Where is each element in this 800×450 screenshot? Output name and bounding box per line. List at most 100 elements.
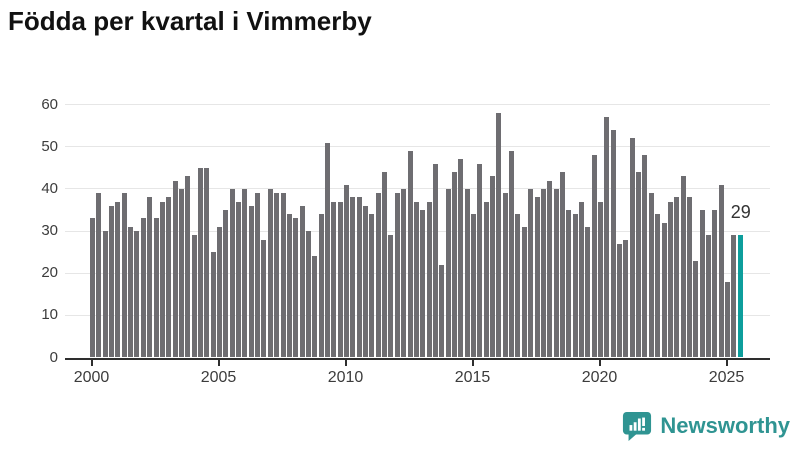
bar <box>553 188 559 358</box>
bar <box>578 201 584 358</box>
bar <box>286 214 292 358</box>
bar <box>705 235 711 358</box>
bar <box>96 193 102 358</box>
bar <box>483 201 489 358</box>
x-axis-tick <box>725 359 728 366</box>
bar <box>420 210 426 358</box>
highlight-value-annotation: 29 <box>730 202 751 223</box>
x-axis-tick-label: 2015 <box>454 368 491 386</box>
bar <box>375 193 381 358</box>
bar <box>471 214 476 358</box>
bar <box>610 129 616 358</box>
bar <box>439 264 445 358</box>
bar <box>496 113 502 358</box>
bar <box>166 197 172 358</box>
bar <box>699 210 705 358</box>
bar <box>121 193 127 358</box>
x-axis-tick-label: 2005 <box>200 368 237 386</box>
bar <box>718 184 724 358</box>
bar <box>134 231 140 358</box>
bar <box>369 214 375 358</box>
bar <box>725 281 730 358</box>
x-axis-tick-label: 2000 <box>73 368 110 386</box>
y-axis-tick-label: 0 <box>49 348 58 366</box>
x-axis-tick-label: 2010 <box>327 368 364 386</box>
bar <box>255 193 261 358</box>
y-axis-tick-label: 60 <box>41 95 58 113</box>
bar <box>248 205 254 358</box>
bar <box>344 184 349 358</box>
bar <box>210 252 216 358</box>
bar <box>305 231 311 358</box>
bar <box>102 231 108 358</box>
bar <box>407 151 413 358</box>
bar <box>299 205 305 358</box>
bar <box>528 188 534 358</box>
bar <box>115 201 121 358</box>
bar <box>223 210 229 358</box>
bar <box>153 218 159 358</box>
bar <box>242 188 248 358</box>
bar <box>356 197 362 358</box>
bar <box>274 193 280 358</box>
bar <box>534 197 540 358</box>
bar <box>566 210 572 358</box>
bar <box>229 188 235 358</box>
bar <box>312 256 318 358</box>
bar <box>159 201 165 358</box>
bar <box>585 226 591 358</box>
bar <box>598 201 603 358</box>
newsworthy-logo-icon <box>622 410 652 442</box>
bar <box>629 138 635 358</box>
x-axis-tick <box>598 359 601 366</box>
bar <box>458 159 464 358</box>
bar <box>331 201 337 358</box>
y-axis-tick-label: 10 <box>41 306 58 324</box>
bar <box>172 180 178 358</box>
bar <box>521 226 527 358</box>
bar <box>445 188 451 358</box>
bar <box>686 197 692 358</box>
gridline <box>65 188 770 190</box>
x-axis-tick <box>90 359 93 366</box>
bar <box>642 155 648 358</box>
bar <box>394 193 400 358</box>
bar <box>655 214 661 358</box>
bar <box>197 167 203 358</box>
bar <box>693 260 699 358</box>
bar <box>337 201 343 358</box>
newsworthy-logo-text: Newsworthy <box>660 413 790 438</box>
x-axis-tick-label: 2025 <box>708 368 745 386</box>
y-axis-tick-label: 20 <box>41 264 58 282</box>
bar <box>267 188 273 358</box>
bar <box>667 201 673 358</box>
bar <box>540 188 546 358</box>
bar <box>280 193 286 358</box>
y-axis-tick-label: 50 <box>41 137 58 155</box>
bar <box>712 210 718 358</box>
highlighted-bar <box>737 235 743 358</box>
bar <box>147 197 153 358</box>
bar <box>617 243 623 358</box>
bar <box>661 222 667 358</box>
bar <box>293 218 299 358</box>
bar <box>547 180 553 358</box>
bar <box>90 218 95 358</box>
bar <box>509 151 515 358</box>
gridline <box>65 146 770 148</box>
x-axis-tick <box>471 359 474 366</box>
x-axis-line <box>65 357 770 360</box>
newsworthy-logo: Newsworthy <box>622 410 790 442</box>
bar <box>623 239 629 358</box>
bar <box>591 155 597 358</box>
y-axis-tick-label: 30 <box>41 222 58 240</box>
bar <box>464 188 470 358</box>
bar <box>680 176 686 358</box>
bar <box>413 201 419 358</box>
bar <box>502 193 508 358</box>
bar <box>515 214 521 358</box>
bar <box>191 235 197 358</box>
bar <box>382 172 388 358</box>
bar <box>185 176 191 358</box>
